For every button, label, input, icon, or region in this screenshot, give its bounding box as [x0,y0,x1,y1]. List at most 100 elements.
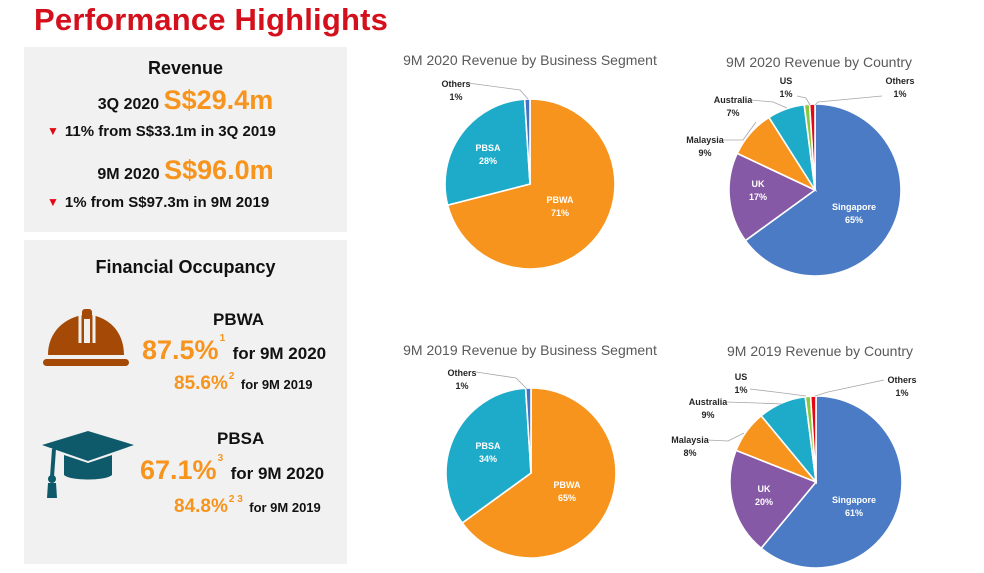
pbwa-prior-period: for 9M 2019 [240,377,313,392]
pie-slice-pbwa [461,387,617,559]
hard-hat-icon [43,309,129,366]
revenue-3q-row: 3Q 2020 S$29.4m [24,85,347,116]
slice-label-others: Others [441,79,470,89]
pbsa-prior-period: for 9M 2019 [249,500,321,515]
slice-label-pbsa: PBSA [475,143,501,153]
slice-value-uk: 20% [755,497,773,507]
occupancy-heading: Financial Occupancy [95,257,276,277]
slice-label-uk: UK [752,179,765,189]
pie-slice-pbwa [446,98,616,270]
pie-slice-pbsa [445,387,532,525]
slice-value-pbsa: 34% [479,454,497,464]
pie-slice-uk [729,449,818,550]
occupancy-panel: Financial Occupancy PBWA 87.5%1 for 9M 2… [24,240,347,564]
slice-value-pbsa: 28% [479,156,497,166]
slice-value-others: 1% [895,388,908,398]
pie-slice-singapore [744,103,902,277]
slice-label-uk: UK [758,484,771,494]
leader-line [723,121,757,141]
slice-label-australia: Australia [689,397,729,407]
pie-chart-2: 9M 2020 Revenue by Country Singapore 65% UK… [686,54,915,277]
slice-label-pbwa: PBWA [554,480,582,490]
pie-slice-uk [728,152,817,242]
slice-label-others: Others [887,375,916,385]
revenue-9m-change-text: 1% from S$97.3m in 9M 2019 [64,194,270,211]
pbsa-current-period: for 9M 2020 [230,464,325,483]
revenue-9m-change: ▼ 1% from S$97.3m in 9M 2019 [47,194,269,211]
slice-value-malaysia: 8% [683,448,696,458]
slice-value-pbwa: 71% [551,208,569,218]
revenue-3q-period: 3Q 2020 [97,96,160,113]
chart-title: 9M 2020 Revenue by Country [726,54,912,70]
slice-value-others: 1% [893,89,906,99]
chart-title: 9M 2019 Revenue by Country [727,343,913,359]
leader-line [475,371,528,390]
pie-slice-others [523,98,531,185]
pbwa-current-row: 87.5%1 for 9M 2020 [142,333,327,366]
revenue-heading: Revenue [147,58,224,78]
pbsa-label: PBSA [217,429,265,448]
slice-value-others: 1% [455,381,468,391]
slice-value-australia: 9% [701,410,714,420]
slice-label-us: US [735,372,748,382]
pie-slice-pbsa [444,98,531,207]
leader-line [814,95,883,106]
pbsa-current-footnote: 3 [217,453,224,464]
slice-label-australia: Australia [714,95,754,105]
slice-label-us: US [780,76,793,86]
pbwa-current-period: for 9M 2020 [232,344,327,363]
leader-line [467,82,529,100]
pbwa-current-value: 87.5% [142,335,219,365]
slice-value-us: 1% [779,89,792,99]
pie-slice-singapore [760,395,903,569]
pbsa-prior-value: 84.8% [174,496,228,517]
slice-value-singapore: 61% [845,508,863,518]
leader-line [706,432,745,442]
slice-value-others: 1% [449,92,462,102]
pbsa-current-value: 67.1% [140,455,217,485]
pbwa-prior-value: 85.6% [174,373,228,394]
slice-label-malaysia: Malaysia [686,135,725,145]
pbsa-current-row: 67.1%3 for 9M 2020 [140,453,325,486]
leader-line [796,95,811,106]
slice-value-malaysia: 9% [698,148,711,158]
revenue-9m-period: 9M 2020 [97,166,160,183]
slice-value-australia: 7% [726,108,739,118]
revenue-9m-value: S$96.0m [164,155,274,185]
pie-chart-3: 9M 2019 Revenue by Business Segment PBWA 6… [403,342,657,559]
revenue-panel: Revenue 3Q 2020 S$29.4m ▼ 11% from S$33.1… [24,47,347,232]
leader-line [750,99,788,109]
pie-chart-4: 9M 2019 Revenue by Country Singapore 61% UK… [671,343,917,569]
pbwa-prior-row: 85.6%2 for 9M 2019 [174,371,313,395]
graduation-cap-icon [42,431,134,498]
slice-label-others: Others [885,76,914,86]
slice-value-pbwa: 65% [558,493,576,503]
down-triangle-icon: ▼ [47,195,59,209]
leader-line [726,401,783,405]
slice-value-uk: 17% [749,192,767,202]
revenue-3q-change-text: 11% from S$33.1m in 3Q 2019 [64,123,276,140]
slice-label-malaysia: Malaysia [671,435,710,445]
slice-value-us: 1% [734,385,747,395]
slice-label-others: Others [447,368,476,378]
revenue-9m-row: 9M 2020 S$96.0m [24,155,347,186]
slice-label-pbsa: PBSA [475,441,501,451]
pbwa-label: PBWA [213,310,264,329]
pbsa-prior-row: 84.8%2 3 for 9M 2019 [174,494,321,518]
chart-title: 9M 2020 Revenue by Business Segment [403,52,657,68]
slice-label-pbwa: PBWA [547,195,575,205]
pie-chart-1: 9M 2020 Revenue by Business Segment PBWA 7… [403,52,657,270]
revenue-3q-change: ▼ 11% from S$33.1m in 3Q 2019 [47,123,276,140]
pbsa-prior-footnote: 2 3 [228,494,243,505]
pbwa-prior-footnote: 2 [228,371,235,382]
slice-label-singapore: Singapore [832,202,876,212]
leader-line [814,379,885,397]
leader-line [749,388,807,397]
revenue-3q-value: S$29.4m [163,85,274,115]
page-title: Performance Highlights [34,2,389,37]
pbwa-current-footnote: 1 [219,333,226,344]
down-triangle-icon: ▼ [47,124,59,138]
slice-label-singapore: Singapore [832,495,876,505]
slice-value-singapore: 65% [845,215,863,225]
